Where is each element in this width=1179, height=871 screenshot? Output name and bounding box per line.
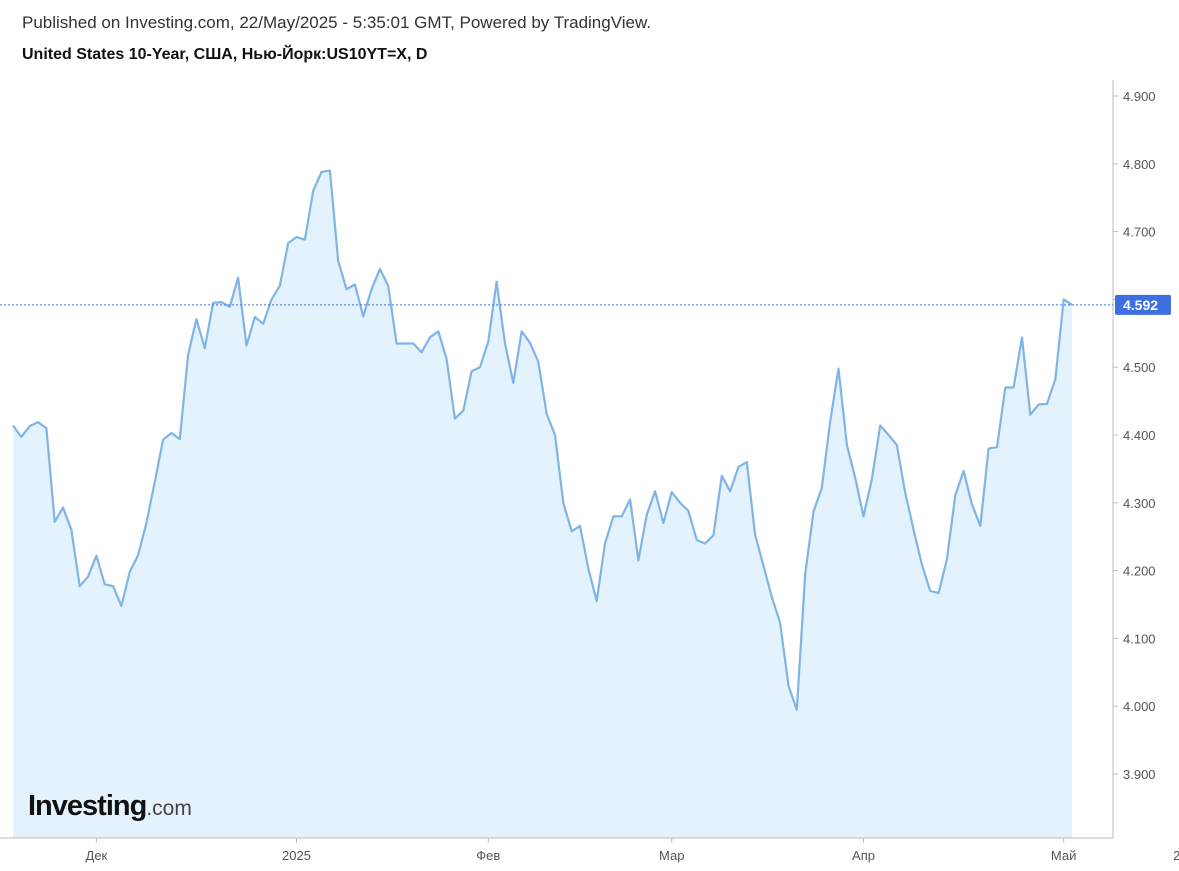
x-tick-label: 20 xyxy=(1173,848,1179,863)
logo-name: Investing xyxy=(28,790,147,822)
y-axis-ticks: 3.9004.0004.1004.2004.3004.4004.5004.600… xyxy=(1113,89,1156,782)
x-tick-label: Апр xyxy=(852,848,875,863)
y-tick-label: 4.800 xyxy=(1123,157,1156,172)
area-fill xyxy=(13,170,1072,839)
investing-logo: Investing.com xyxy=(28,790,192,823)
yield-line xyxy=(12,169,1073,711)
x-tick-label: Фев xyxy=(476,848,500,863)
y-tick-label: 4.300 xyxy=(1123,496,1156,511)
y-tick-label: 4.400 xyxy=(1123,428,1156,443)
last-price-label: 4.592 xyxy=(1123,297,1158,313)
x-axis-ticks: Дек 2025 Фев Мар Апр Май 20 xyxy=(86,838,1179,863)
logo-suffix: .com xyxy=(146,797,192,820)
last-price-badge: 4.592 xyxy=(1115,294,1171,315)
y-tick-label: 4.200 xyxy=(1123,564,1156,579)
y-tick-label: 4.900 xyxy=(1123,89,1156,104)
last-price-rect xyxy=(1115,294,1171,315)
y-tick-label: 4.000 xyxy=(1123,699,1156,714)
y-tick-label: 4.100 xyxy=(1123,631,1156,646)
y-tick-label: 4.500 xyxy=(1123,360,1156,375)
symbol-title: United States 10-Year, США, Нью-Йорк:US1… xyxy=(22,46,428,63)
y-tick-label: 4.700 xyxy=(1123,225,1156,240)
published-info: Published on Investing.com, 22/May/2025 … xyxy=(22,13,652,32)
x-tick-label: Май xyxy=(1051,848,1076,863)
x-tick-label: Мар xyxy=(659,848,684,863)
y-tick-label: 3.900 xyxy=(1123,767,1156,782)
x-tick-label: Дек xyxy=(86,848,108,863)
x-tick-label: 2025 xyxy=(282,848,311,863)
